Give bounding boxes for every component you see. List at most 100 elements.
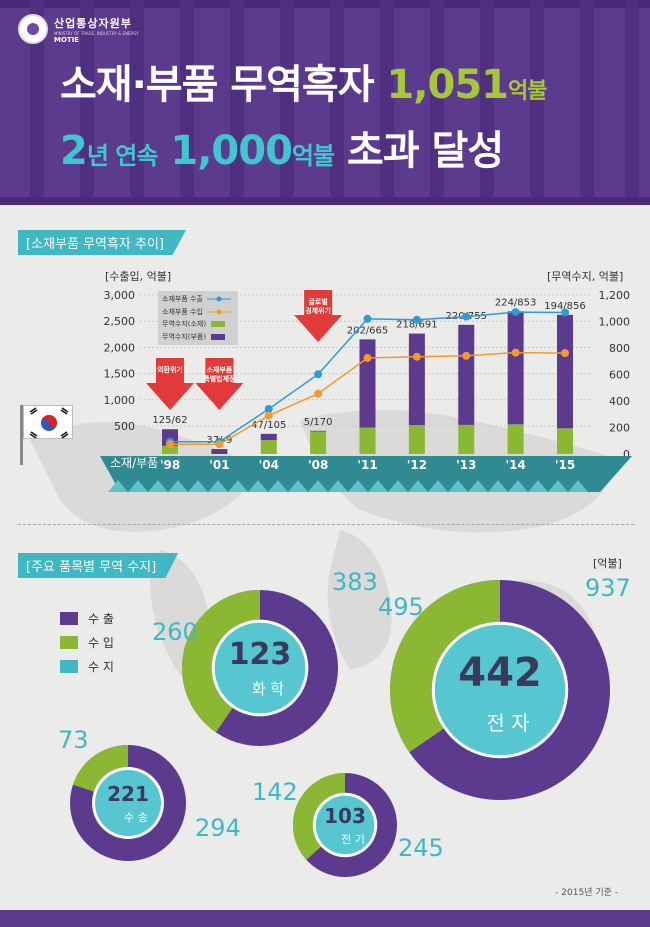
left-tick-label: 1,000	[104, 394, 136, 407]
donut-balance-center	[434, 624, 566, 756]
hull-decor	[568, 480, 588, 492]
korea-flag-icon	[23, 405, 73, 439]
hull-decor	[168, 480, 188, 492]
bar-material	[359, 427, 376, 454]
hull-decor	[388, 480, 408, 492]
left-tick-label: 500	[114, 420, 135, 433]
hull-decor	[348, 480, 368, 492]
left-tick-label: 2,500	[104, 315, 136, 328]
x-tick-label: '04	[259, 458, 279, 472]
x-tick-label: '12	[407, 458, 427, 472]
hull-decor	[468, 480, 488, 492]
hull-decor	[288, 480, 308, 492]
hull-decor	[508, 480, 528, 492]
left-tick-label: 3,000	[104, 289, 136, 302]
data-label: 5/170	[304, 417, 333, 428]
right-tick-label: 1,200	[599, 289, 631, 302]
hull-decor	[208, 480, 228, 492]
donut-import-label: 260	[152, 618, 198, 646]
category-axis-label: 소재/부품	[110, 456, 158, 470]
hull-decor	[368, 480, 388, 492]
footer-bar	[0, 910, 650, 927]
x-tick-label: '13	[456, 458, 476, 472]
donut-legend: 수 출 수 입 수 지	[60, 606, 114, 678]
data-label: 125/62	[152, 415, 187, 426]
donut-item-name: 화 학	[252, 680, 285, 698]
left-axis-label: [수출입, 억불]	[105, 270, 172, 283]
header-banner: 산업통상자원부 MINISTRY OF TRADE, INDUSTRY & EN…	[0, 0, 650, 205]
annotation-label: 외환위기	[157, 365, 183, 374]
bar-material	[260, 440, 277, 454]
arrow-shape	[195, 358, 244, 410]
headline-line1: 소재·부품 무역흑자 1,051억불	[60, 62, 547, 108]
hull-decor	[428, 480, 448, 492]
bar-parts	[310, 430, 327, 432]
donut-import-label: 73	[58, 726, 89, 754]
import-point	[215, 440, 224, 449]
bar-material	[557, 428, 573, 454]
export-point	[462, 312, 471, 321]
right-tick-label: 1,000	[599, 316, 631, 329]
bar-parts	[260, 433, 277, 441]
section-title-trend: [소재부품 무역흑자 추이]	[18, 230, 187, 255]
donut-balance-value: 103	[324, 804, 366, 828]
bar-material	[507, 424, 524, 454]
ministry-abbr: MOTIE	[54, 35, 80, 44]
bar-material	[310, 431, 327, 454]
donut-item-name: 수 송	[124, 811, 148, 824]
bar-material	[162, 445, 178, 454]
right-tick-label: 600	[609, 369, 630, 382]
donut-balance-center	[214, 622, 306, 714]
donut-export-label: 245	[398, 834, 444, 862]
import-point	[166, 440, 174, 449]
hull-decor	[528, 480, 548, 492]
right-tick-label: 800	[609, 342, 630, 355]
legend-export: 수 출	[88, 611, 114, 626]
export-point	[511, 308, 520, 317]
hull-decor	[108, 480, 128, 492]
arrow-shape	[146, 358, 194, 410]
hull-decor	[448, 480, 468, 492]
import-point	[561, 349, 569, 358]
hull-decor	[308, 480, 328, 492]
bar-material	[408, 425, 425, 454]
import-point	[511, 348, 520, 357]
right-axis-label: [무역수지, 억불]	[547, 270, 624, 283]
bar-material	[458, 424, 475, 454]
export-point	[412, 315, 421, 324]
data-label: 218/691	[396, 320, 438, 331]
export-point	[314, 370, 323, 379]
chart-legend: 소재부품 수출 소재부품 수입 무역수지(소재) 무역수지(부품)	[158, 291, 238, 345]
x-tick-label: '14	[505, 458, 525, 472]
donut-export-label: 937	[585, 574, 631, 602]
hull-decor	[148, 480, 168, 492]
right-tick-label: 400	[609, 395, 630, 408]
donut-item-name: 전 기	[341, 833, 365, 846]
right-tick-label: 0	[623, 448, 630, 461]
hull-decor	[128, 480, 148, 492]
emblem-icon	[18, 14, 48, 44]
import-point	[264, 411, 273, 420]
import-point	[462, 351, 471, 360]
annotation-label: 글로벌	[308, 297, 327, 306]
import-point	[363, 354, 372, 363]
data-label: 224/853	[495, 297, 537, 308]
headline-line2: 2년 연속 1,000억불 초과 달성	[60, 128, 504, 174]
left-tick-label: 2,000	[104, 341, 136, 354]
annotation-arrow: 외환위기	[146, 358, 194, 410]
x-tick-label: '98	[160, 458, 180, 472]
ministry-logo: 산업통상자원부 MINISTRY OF TRADE, INDUSTRY & EN…	[18, 14, 139, 44]
legend-balance: 수 지	[88, 659, 114, 674]
donut-balance-center	[315, 795, 375, 855]
ministry-name: 산업통상자원부	[54, 16, 132, 30]
data-label: 202/665	[347, 325, 389, 336]
section-divider	[18, 524, 634, 525]
donut-balance-center	[95, 770, 161, 836]
bar-parts	[507, 311, 524, 425]
hull-decor	[248, 480, 268, 492]
donut-balance-value: 221	[107, 782, 149, 806]
donut-item-name: 전 자	[486, 711, 529, 735]
bar-parts	[458, 324, 475, 425]
trend-chart: 3,000 2,500 2,000 1,500 1,000 500 1,200 1,000 80…	[100, 289, 632, 492]
